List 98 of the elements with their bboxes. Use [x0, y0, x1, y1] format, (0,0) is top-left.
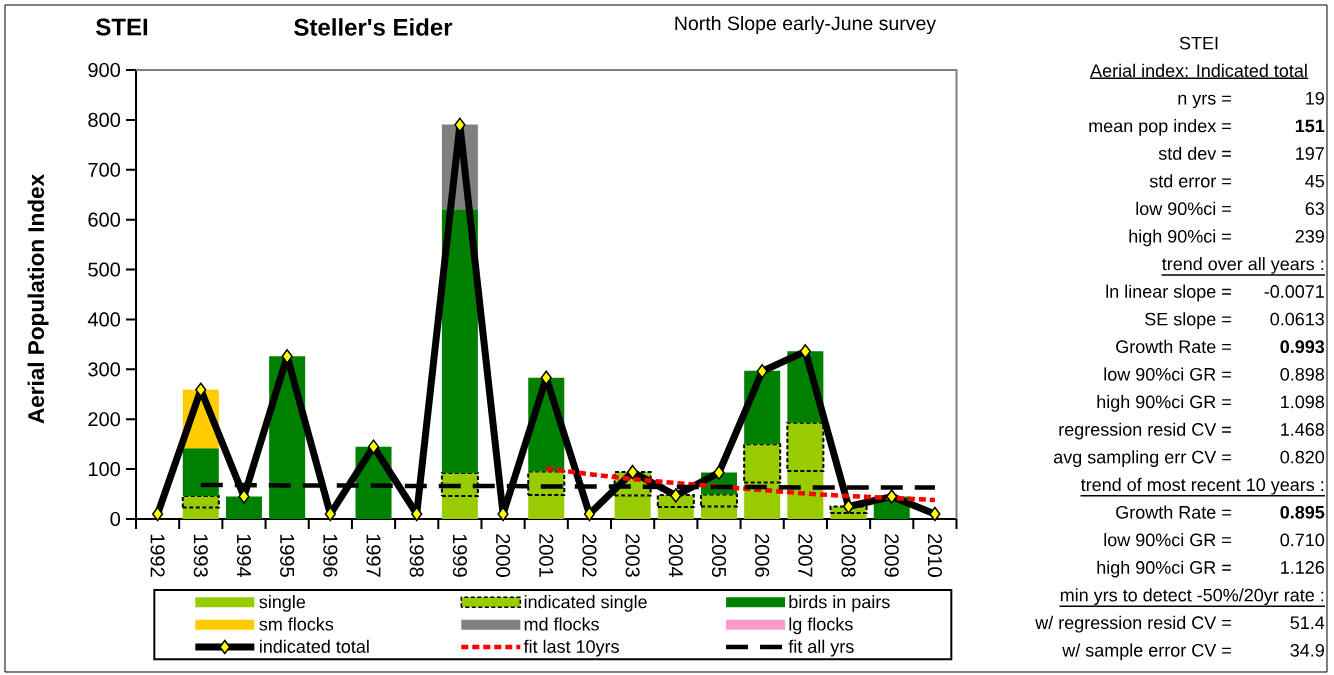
text: 45 [1305, 174, 1325, 188]
point [281, 349, 293, 364]
text: 197 [1296, 147, 1324, 160]
legend-label: fit last 10yrs [523, 639, 619, 657]
text: 0.898 [1280, 367, 1325, 381]
y-tick-label: 200 [88, 412, 121, 427]
legend-label: birds in pairs [789, 595, 890, 612]
y-tick-label: 800 [88, 112, 121, 127]
x-tick-label: 1997 [366, 534, 381, 577]
legend-label: indicated total [260, 639, 369, 653]
text: 0.895 [1280, 505, 1325, 519]
x-tick-label: 1992 [150, 534, 165, 577]
text: min yrs to detect -50%/20yr rate : [1060, 588, 1324, 606]
category-label: n yrs = [1178, 94, 1231, 109]
text: 34.9 [1290, 643, 1324, 657]
text: trend over all years : [1161, 257, 1324, 274]
legend-label: md flocks [524, 617, 599, 631]
legend-label: fit all yrs [788, 639, 854, 657]
x-tick-label: 2003 [625, 534, 640, 577]
text: trend of most recent 10 years : [1080, 477, 1324, 495]
x-tick-label: 2005 [711, 534, 727, 577]
category-label: high 90%ci GR = [1097, 395, 1231, 412]
category-label: w/ sample error CV = [1062, 643, 1231, 661]
y-tick-label: 400 [87, 312, 121, 327]
category-label: std dev = [1158, 146, 1231, 160]
legend-label: indicated single [524, 595, 647, 612]
point [799, 344, 811, 359]
text: Aerial index: Indicated total [1090, 63, 1307, 78]
category-label: std error = [1149, 174, 1231, 188]
category-label: SE slope = [1145, 312, 1231, 330]
x-tick-label: 2000 [496, 534, 511, 577]
legend-label: lg flocks [789, 617, 853, 635]
text: 0.820 [1280, 450, 1325, 464]
bar [225, 496, 262, 519]
point [627, 464, 639, 480]
x-tick-label: 1993 [193, 534, 208, 577]
chart-title: Steller's Eider [294, 18, 453, 36]
category-label: Growth Rate = [1116, 339, 1231, 354]
x-tick-label: 2009 [884, 534, 899, 577]
chart-subtitle: North Slope early-June survey [675, 15, 937, 35]
text: 0.0613 [1270, 312, 1324, 326]
category-label: low 90%ci GR = [1104, 533, 1231, 547]
x-tick-label: 2001 [539, 534, 554, 577]
text: STEI [1179, 36, 1218, 50]
x-tick-label: 1995 [280, 534, 295, 577]
x-tick-label: 1998 [409, 534, 424, 577]
y-tick-label: 0 [110, 511, 121, 527]
x-tick-label: 1996 [323, 534, 338, 577]
category-label: low 90%ci = [1136, 201, 1231, 216]
point [238, 489, 250, 504]
text: 63 [1305, 202, 1325, 216]
x-tick-label: 2004 [668, 534, 683, 578]
y-axis-title: Aerial Population Index [27, 174, 49, 424]
point [367, 439, 380, 454]
text: STEI [96, 18, 148, 36]
point [713, 465, 725, 480]
category-label: w/ regression resid CV = [1035, 615, 1231, 633]
point [670, 488, 682, 503]
text: 1.126 [1281, 561, 1324, 574]
legend-label: single [259, 595, 306, 612]
x-tick-label: 2006 [755, 534, 770, 577]
point [929, 506, 941, 522]
category-label: ln linear slope = [1106, 284, 1231, 302]
text: 0.710 [1280, 533, 1325, 547]
y-tick-label: 100 [88, 462, 121, 477]
text: 19 [1306, 91, 1324, 105]
point [886, 489, 898, 504]
x-tick-label: 2010 [927, 534, 942, 577]
text: 0.993 [1280, 340, 1325, 354]
text: 1.468 [1281, 423, 1325, 436]
category-label: low 90%ci GR = [1104, 367, 1231, 381]
x-tick-label: 2007 [798, 534, 813, 577]
y-tick-label: 300 [88, 362, 121, 377]
x-tick-label: 2002 [582, 534, 597, 577]
x-tick-label: 1999 [452, 534, 467, 577]
text: 51.4 [1290, 616, 1325, 630]
y-tick-label: 700 [88, 162, 121, 177]
point [454, 117, 466, 133]
category-label: Growth Rate = [1116, 505, 1231, 519]
y-tick-label: 600 [88, 212, 121, 227]
text: 1.098 [1281, 395, 1325, 409]
x-tick-label: 1994 [236, 534, 252, 578]
y-tick-label: 500 [88, 262, 121, 277]
category-label: avg sampling err CV = [1053, 450, 1231, 468]
point [151, 506, 164, 522]
legend-label: sm flocks [259, 617, 334, 631]
x-tick-label: 2008 [841, 534, 856, 577]
category-label: mean pop index = [1089, 119, 1231, 136]
bar [182, 448, 219, 497]
text: 239 [1295, 229, 1324, 243]
text: 151 [1295, 119, 1325, 133]
y-tick-label: 900 [88, 62, 121, 78]
point [756, 364, 768, 379]
category-label: high 90%ci = [1129, 229, 1231, 247]
category-label: regression resid CV = [1059, 422, 1231, 440]
text: -0.0071 [1264, 285, 1324, 298]
point [842, 499, 855, 514]
category-label: high 90%ci GR = [1097, 560, 1231, 578]
